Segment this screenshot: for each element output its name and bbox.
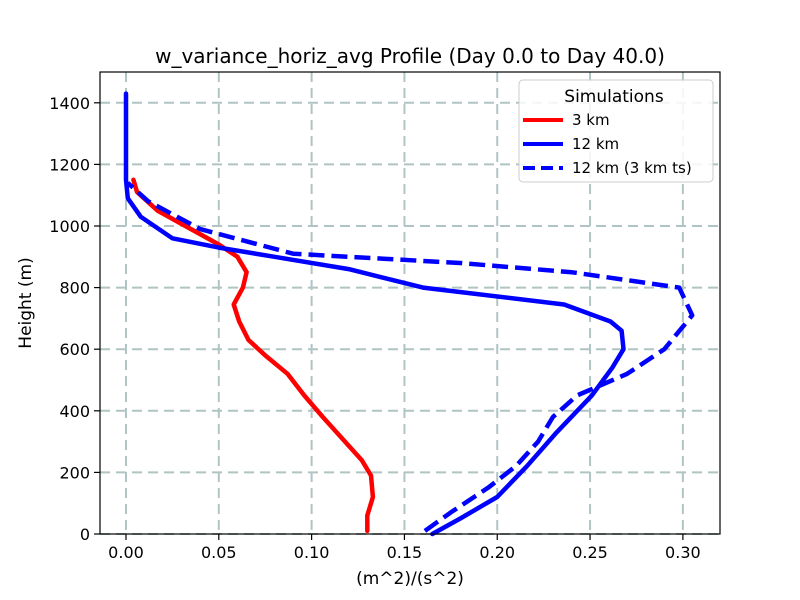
series-lines (123, 91, 695, 537)
y-axis-label: Height (m) (16, 257, 36, 348)
y-tick-label: 800 (59, 279, 90, 298)
legend-box (518, 79, 714, 183)
y-tick-label: 1000 (49, 217, 90, 236)
y-tick-label: 1200 (49, 155, 90, 174)
x-tick-label: 0.00 (108, 543, 144, 562)
x-tick-label: 0.20 (479, 543, 515, 562)
legend: Simulations 3 km 12 km 12 km (3 km ts) (518, 79, 714, 183)
y-tick-label: 400 (59, 402, 90, 421)
x-tick-label: 0.10 (294, 543, 330, 562)
grid-lines (100, 72, 720, 535)
x-tick-label: 0.25 (572, 543, 608, 562)
y-tick-label: 200 (59, 463, 90, 482)
y-tick-label: 600 (59, 340, 90, 359)
x-tick-label: 0.30 (665, 543, 701, 562)
series-line-12km-3km-ts (126, 181, 695, 533)
y-tick-label: 0 (80, 525, 90, 544)
y-axis-ticks: 0 200 400 600 800 1000 1200 1400 (49, 94, 100, 544)
legend-label-12km: 12 km (572, 135, 619, 153)
legend-title: Simulations (564, 87, 664, 107)
x-axis-label: (m^2)/(s^2) (356, 569, 464, 589)
x-axis-ticks: 0.00 0.05 0.10 0.15 0.20 0.25 0.30 (108, 534, 701, 562)
plot-frame (99, 71, 721, 535)
legend-label-3km: 3 km (572, 111, 610, 129)
chart-title: w_variance_horiz_avg Profile (Day 0.0 to… (155, 44, 665, 68)
x-tick-label: 0.15 (387, 543, 423, 562)
series-line-3km (131, 177, 376, 534)
legend-label-12km-3km-ts: 12 km (3 km ts) (572, 159, 692, 177)
series-line-12km (123, 91, 626, 537)
x-tick-label: 0.05 (201, 543, 237, 562)
y-tick-label: 1400 (49, 94, 90, 113)
